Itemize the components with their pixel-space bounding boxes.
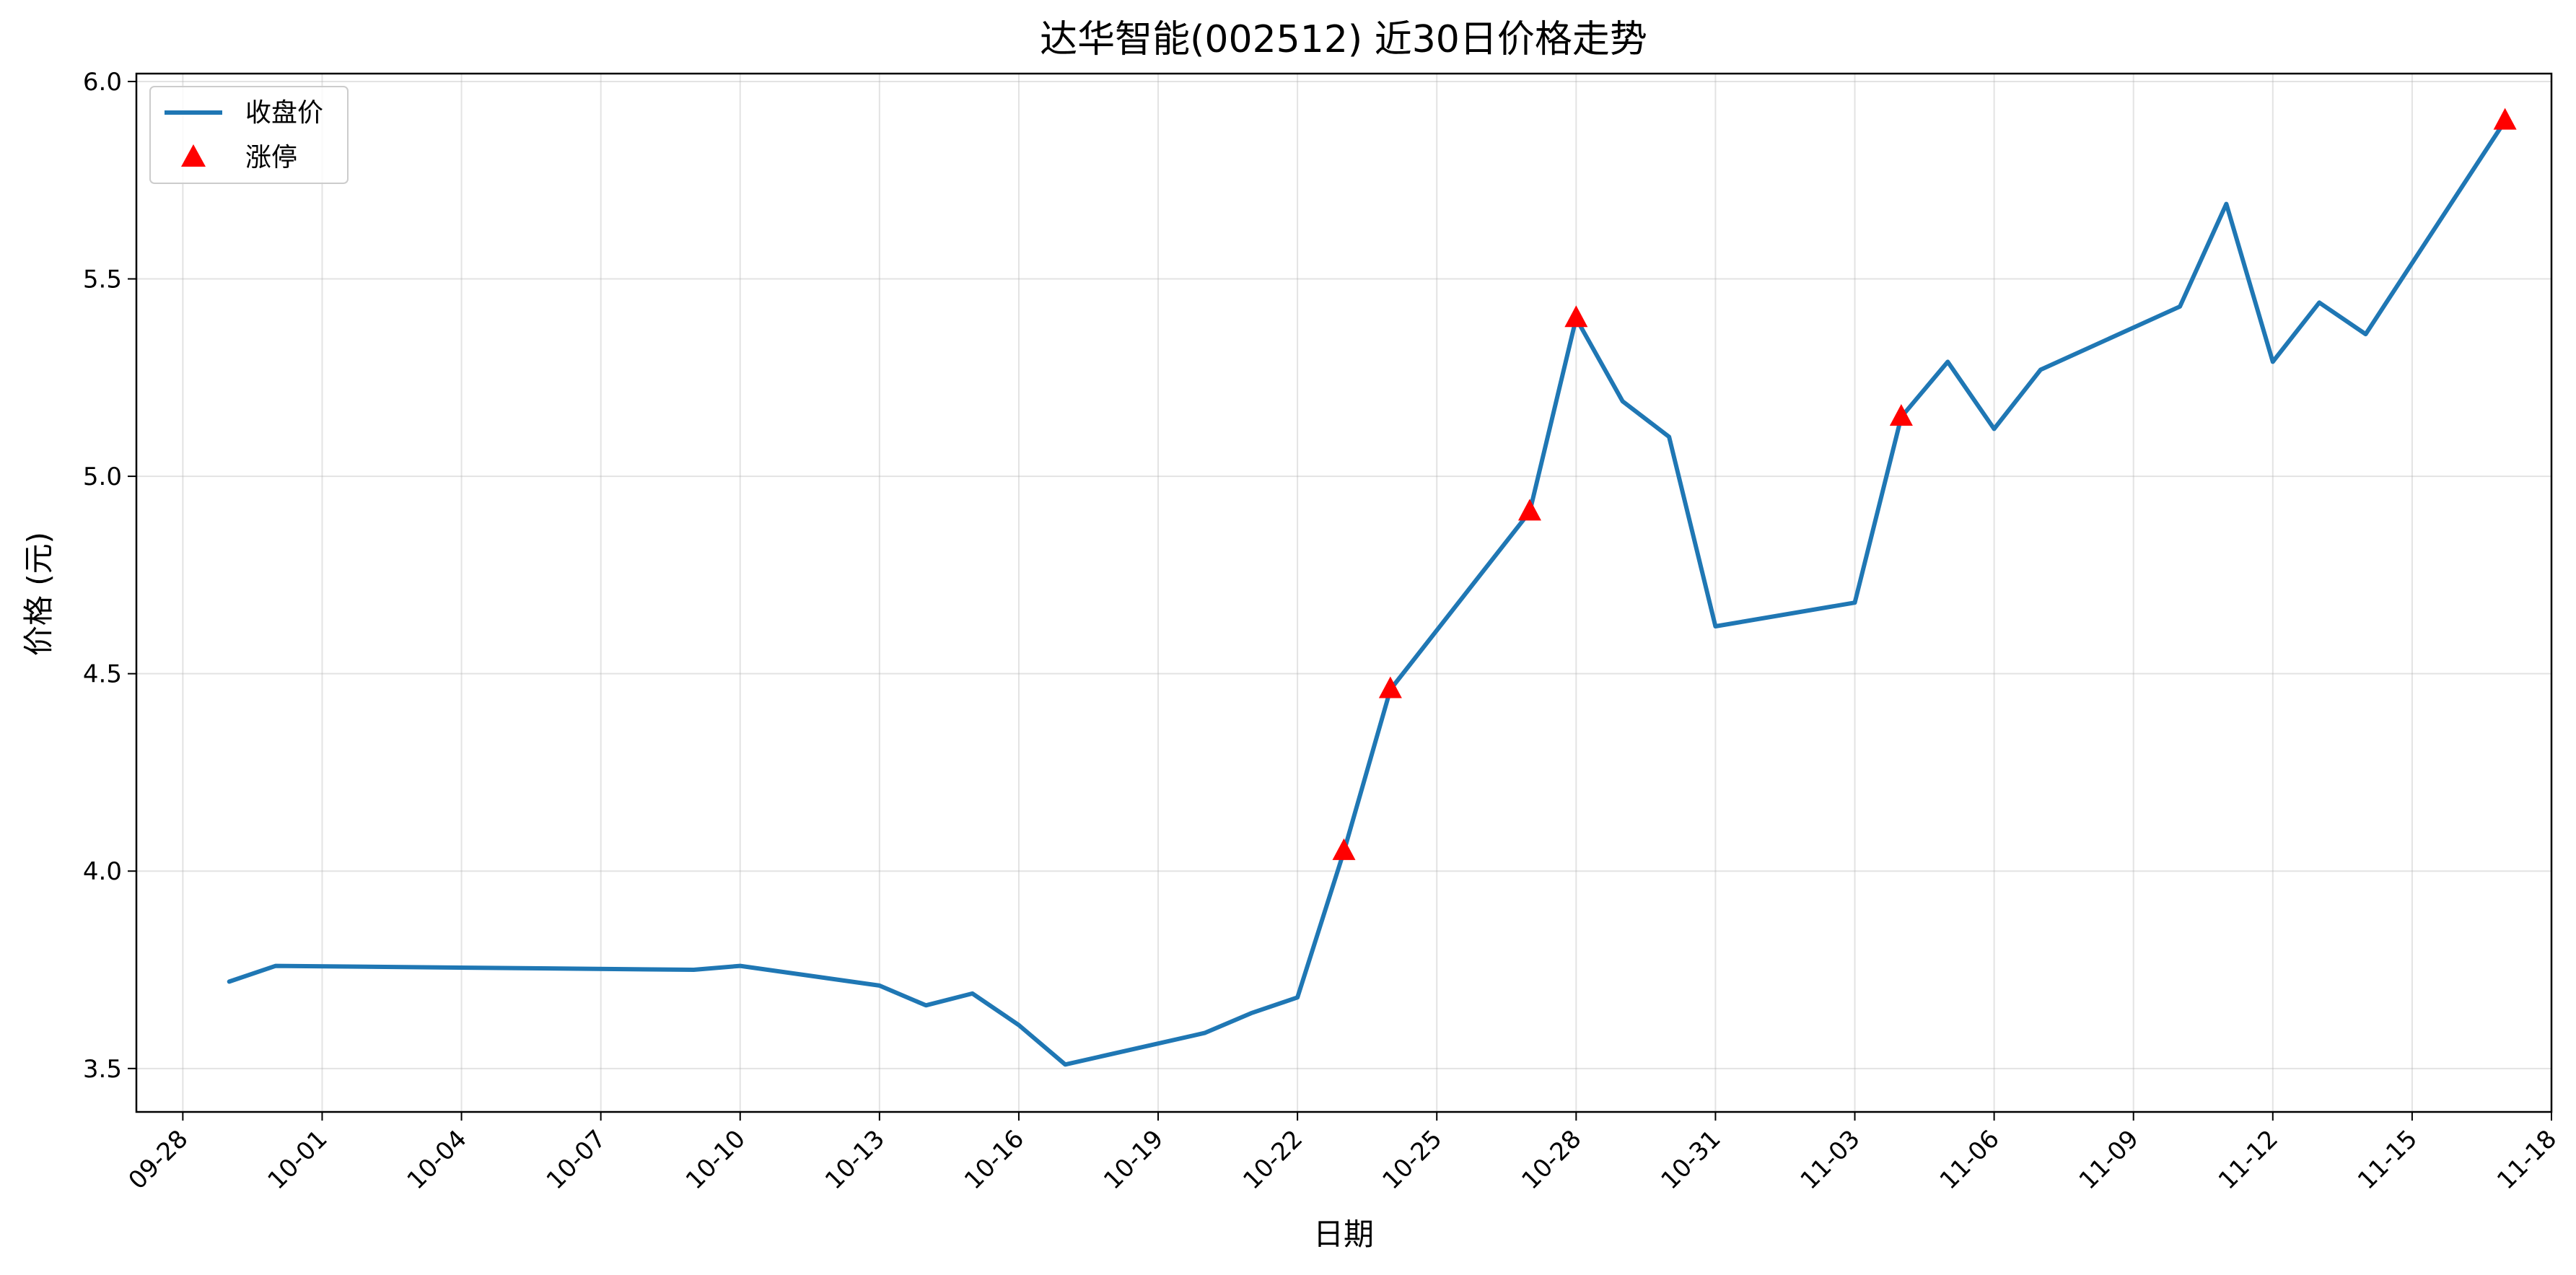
legend: 收盘价 涨停 [149,86,349,184]
x-tick-label: 10-04 [402,1124,473,1195]
x-axis: 09-28 10-01 10-04 10-07 10-10 10-13 10-16 10-19… [123,1112,2562,1196]
x-tick-label: 10-13 [820,1124,890,1195]
x-tick-label: 11-12 [2213,1124,2284,1195]
y-tick-label: 5.5 [83,266,122,294]
x-tick-label: 09-28 [123,1124,193,1195]
x-tick-label: 11-09 [2074,1124,2145,1195]
x-tick-label: 11-18 [2492,1124,2562,1195]
x-tick-label: 11-06 [1935,1124,2005,1195]
limit-up-marker [1332,838,1356,860]
x-tick-label: 10-28 [1516,1124,1587,1195]
legend-label-close: 收盘价 [245,98,323,128]
legend-label-limit-up: 涨停 [245,143,297,172]
x-tick-label: 10-31 [1655,1124,1726,1195]
chart-title: 达华智能(002512) 近30日价格走势 [1040,18,1647,61]
x-axis-title: 日期 [1313,1217,1374,1252]
x-tick-label: 10-22 [1237,1124,1308,1195]
series-close-price-line [227,118,2507,1067]
legend-triangle-swatch [181,144,206,167]
x-tick-label: 10-07 [541,1124,612,1195]
limit-up-marker [2493,108,2517,130]
x-tick-label: 11-03 [1795,1124,1866,1195]
x-tick-label: 10-16 [959,1124,1030,1195]
limit-up-marker [1889,404,1913,426]
series-layer [227,108,2517,1067]
grid [136,74,2552,1112]
x-tick-label: 10-19 [1098,1124,1169,1195]
y-tick-label: 6.0 [83,68,122,97]
plot-frame [135,72,2553,1113]
y-tick-label: 4.5 [83,660,122,689]
y-tick-label: 3.5 [83,1055,122,1084]
x-tick-label: 11-15 [2352,1124,2423,1195]
y-tick-label: 4.0 [83,857,122,886]
limit-up-marker [1564,305,1588,328]
y-tick-label: 5.0 [83,463,122,491]
y-axis-title: 价格 (元) [21,532,56,656]
x-tick-label: 10-01 [263,1124,333,1195]
x-tick-label: 10-25 [1377,1124,1447,1195]
limit-up-marker [1378,676,1402,698]
x-tick-label: 10-10 [680,1124,751,1195]
limit-up-marker [1517,499,1541,521]
y-axis: 3.5 4.0 4.5 5.0 5.5 6.0 [83,68,136,1084]
